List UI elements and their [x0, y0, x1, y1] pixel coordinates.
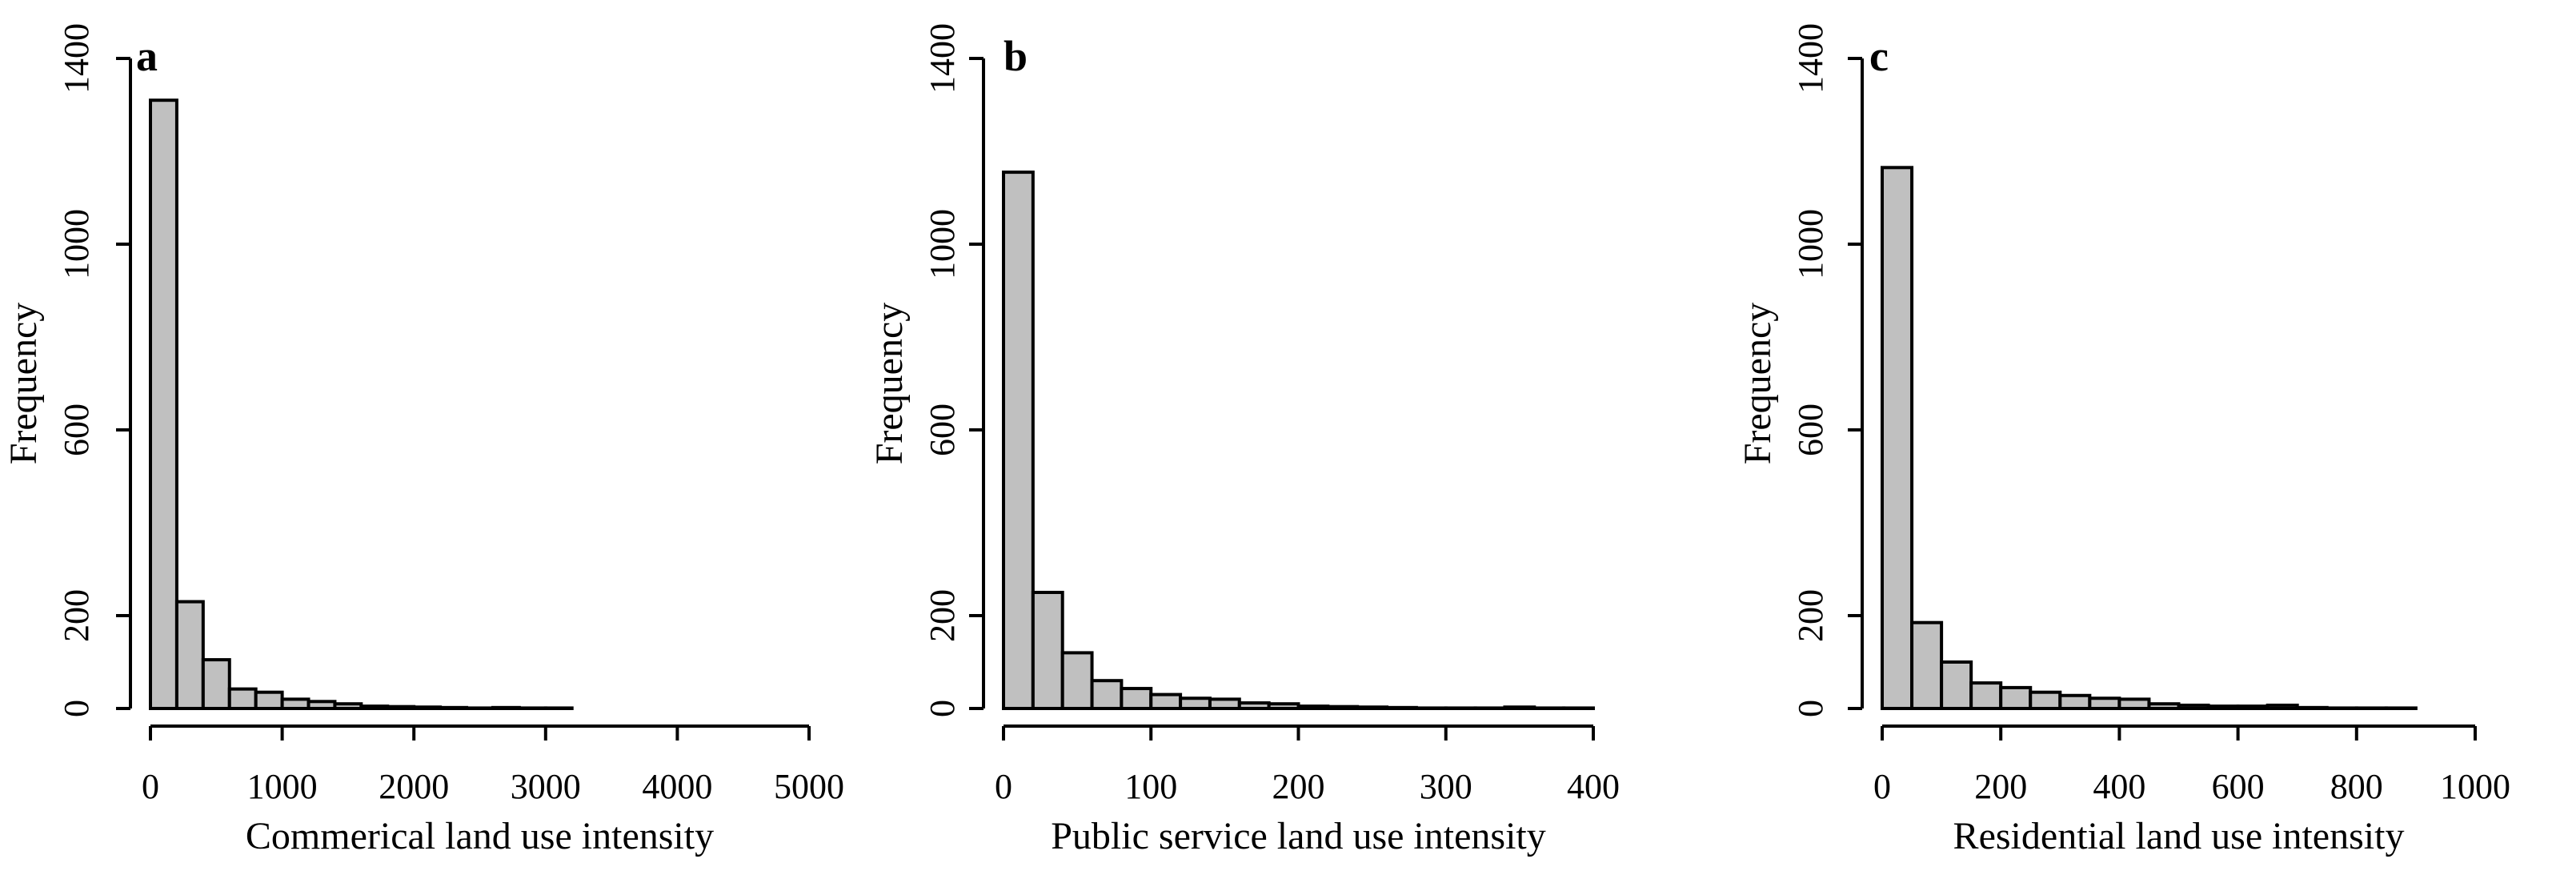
- panel-a: 0 1000 2000 3000 4000 5000 0 200 600 1000 1400 Comm…: [2, 23, 844, 857]
- y-tick-label: 1400: [57, 23, 96, 94]
- y-axis-title: Frequency: [868, 303, 911, 465]
- histogram-bar: [2177, 703, 2210, 711]
- histogram-bar: [1356, 705, 1389, 711]
- histogram-bar: [2088, 696, 2121, 710]
- histogram-bar: [1881, 166, 1914, 711]
- histogram-bar: [174, 600, 205, 710]
- y-tick-label: 0: [57, 700, 96, 717]
- histogram-bar: [227, 687, 258, 711]
- histogram-bar: [201, 658, 231, 710]
- histogram-bar: [2236, 704, 2270, 710]
- y-tick-label: 200: [1791, 589, 1830, 642]
- x-tick-label: 400: [1567, 767, 1620, 806]
- histogram-bar: [2117, 697, 2151, 711]
- histogram-bar: [359, 704, 390, 710]
- panel-label: b: [1004, 32, 1028, 80]
- x-tick-label: 4000: [642, 767, 712, 806]
- x-tick-label: 0: [142, 767, 159, 806]
- histogram-bar: [1326, 704, 1360, 710]
- histogram-bar: [1060, 651, 1094, 711]
- x-tick-label: 2000: [379, 767, 449, 806]
- histogram-bar: [1910, 620, 1944, 711]
- x-tick-label: 3000: [511, 767, 581, 806]
- x-tick-label: 1000: [2440, 767, 2510, 806]
- x-axis-title: Public service land use intensity: [1051, 815, 1546, 857]
- histogram-bar: [386, 704, 416, 710]
- panel-b: 0 100 200 300 400 0 200 600 1000 1400 Public servi…: [868, 23, 1620, 857]
- histogram-bar: [306, 700, 337, 710]
- y-tick-label: 1000: [57, 209, 96, 279]
- x-tick-label: 0: [995, 767, 1012, 806]
- panel-c: 0 200 400 600 800 1000 0 200 600 1000 1400 Resident…: [1737, 23, 2510, 857]
- histogram-bar: [1090, 679, 1124, 711]
- y-tick-label: 0: [1791, 700, 1830, 717]
- histogram-bar: [254, 690, 284, 711]
- x-tick-label: 0: [1873, 767, 1891, 806]
- x-tick-label: 300: [1420, 767, 1472, 806]
- x-axis-title: Residential land use intensity: [1953, 815, 2405, 857]
- histogram-bar: [1149, 692, 1183, 710]
- y-tick-label: 600: [923, 403, 962, 456]
- histogram-bar: [1237, 701, 1271, 710]
- histogram-bar: [1031, 591, 1064, 710]
- histogram-bar: [2058, 693, 2092, 711]
- x-tick-label: 100: [1124, 767, 1177, 806]
- y-tick-label: 1000: [1791, 209, 1830, 279]
- x-tick-label: 1000: [247, 767, 318, 806]
- y-tick-label: 200: [57, 589, 96, 642]
- histogram-bar: [1503, 705, 1536, 711]
- histogram-bar: [1208, 697, 1241, 711]
- y-tick-label: 1000: [923, 209, 962, 279]
- histogram-bar: [2266, 703, 2299, 711]
- histogram-bar: [412, 705, 443, 711]
- x-tick-label: 5000: [774, 767, 844, 806]
- histogram-bar: [1296, 704, 1330, 710]
- y-tick-label: 200: [923, 589, 962, 642]
- y-axis-title: Frequency: [1737, 303, 1779, 465]
- histogram-bar: [1002, 171, 1035, 711]
- panel-label: a: [136, 32, 158, 80]
- histogram-bar: [1179, 696, 1212, 710]
- histogram-bar: [2206, 704, 2240, 710]
- y-tick-label: 0: [923, 700, 962, 717]
- y-tick-label: 600: [57, 403, 96, 456]
- x-tick-label: 800: [2330, 767, 2383, 806]
- histogram-bar: [1120, 687, 1153, 710]
- y-tick-label: 600: [1791, 403, 1830, 456]
- histogram-bar: [2029, 690, 2062, 711]
- panel-label: c: [1869, 32, 1889, 80]
- x-tick-label: 600: [2212, 767, 2265, 806]
- x-tick-label: 200: [1974, 767, 2027, 806]
- x-axis-title: Commerical land use intensity: [246, 815, 714, 857]
- y-tick-label: 1400: [923, 23, 962, 94]
- y-axis-title: Frequency: [2, 303, 45, 465]
- x-tick-label: 200: [1272, 767, 1325, 806]
- x-tick-label: 400: [2093, 767, 2145, 806]
- histogram-bar: [2147, 702, 2181, 711]
- histogram-bar: [1999, 685, 2033, 711]
- histogram-bar: [280, 697, 310, 711]
- histogram-bar: [149, 98, 178, 710]
- histogram-bar: [333, 702, 363, 711]
- histogram-bar: [1267, 702, 1300, 711]
- y-tick-label: 1400: [1791, 23, 1830, 94]
- histogram-bar: [1969, 681, 2003, 710]
- histogram-bar: [1940, 660, 1973, 710]
